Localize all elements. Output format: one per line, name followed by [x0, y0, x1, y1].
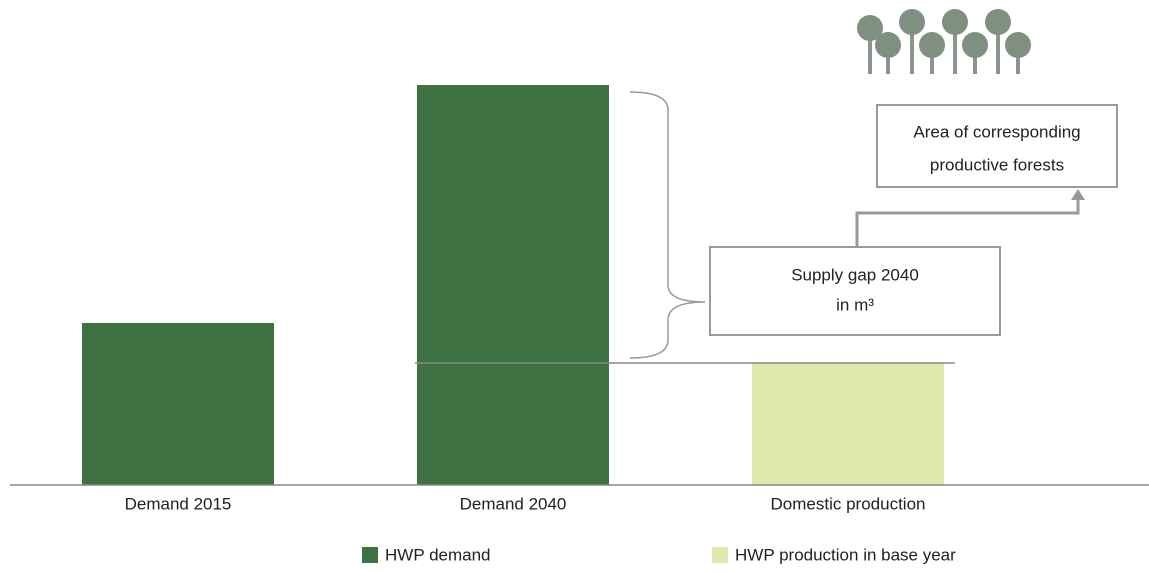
- bar: [752, 363, 944, 485]
- tree-crown: [919, 32, 945, 58]
- annotation-text: productive forests: [930, 155, 1064, 174]
- legend-swatch: [712, 547, 728, 563]
- tree-crown: [942, 9, 968, 35]
- annotation-box: [710, 247, 1000, 335]
- annotation-text: Area of corresponding: [913, 122, 1080, 141]
- annotation-box: [877, 105, 1117, 187]
- bar: [82, 323, 274, 485]
- annotation-text: Supply gap 2040: [791, 265, 919, 284]
- legend-label: HWP production in base year: [735, 545, 956, 564]
- chart: Demand 2015 Demand 2040 Domestic productio…: [0, 0, 1149, 573]
- tree-crown: [1005, 32, 1031, 58]
- arrow: [857, 198, 1078, 247]
- x-tick-label: Demand 2015: [125, 494, 232, 513]
- annotation-text: in m³: [836, 295, 874, 314]
- forest-icon: [857, 9, 1031, 74]
- arrowhead: [1071, 189, 1085, 200]
- x-tick-label: Domestic production: [771, 494, 926, 513]
- tree-crown: [899, 9, 925, 35]
- legend-swatch: [362, 547, 378, 563]
- legend-label: HWP demand: [385, 545, 491, 564]
- x-tick-label: Demand 2040: [460, 494, 567, 513]
- tree-crown: [962, 32, 988, 58]
- tree-crown: [985, 9, 1011, 35]
- brace: [630, 92, 705, 358]
- page: Demand 2015 Demand 2040 Domestic productio…: [0, 0, 1149, 573]
- tree-crown: [875, 32, 901, 58]
- bar: [417, 85, 609, 485]
